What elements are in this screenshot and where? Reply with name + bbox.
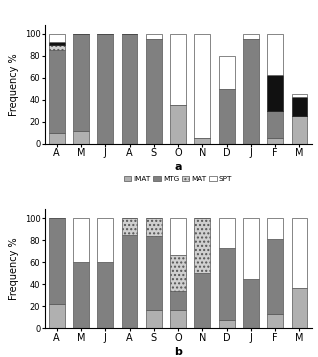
Bar	[170, 34, 186, 105]
Text: a: a	[174, 162, 182, 172]
Bar	[292, 288, 308, 328]
Bar	[146, 34, 162, 39]
Y-axis label: Frequency %: Frequency %	[9, 238, 19, 300]
Bar	[219, 218, 235, 248]
Bar	[97, 34, 113, 144]
Bar	[49, 133, 65, 144]
Bar	[170, 218, 186, 255]
Bar	[267, 314, 283, 328]
Bar	[170, 105, 186, 144]
Bar	[49, 218, 65, 304]
Legend: IMAT, MTG, MAT, SPT: IMAT, MTG, MAT, SPT	[123, 175, 233, 183]
Bar	[49, 45, 65, 50]
Bar	[219, 89, 235, 144]
Bar	[49, 41, 65, 45]
Bar	[73, 262, 89, 328]
Bar	[292, 116, 308, 144]
Bar	[121, 34, 137, 144]
Bar	[170, 291, 186, 310]
Bar	[292, 97, 308, 116]
Bar	[195, 273, 210, 328]
Bar	[97, 262, 113, 328]
Bar	[170, 255, 186, 291]
Bar	[121, 218, 137, 235]
Bar	[243, 279, 259, 328]
Bar	[146, 218, 162, 236]
Bar	[49, 34, 65, 41]
Bar	[195, 139, 210, 144]
Bar	[195, 34, 210, 139]
Bar	[243, 34, 259, 39]
Bar	[267, 34, 283, 75]
Bar	[121, 235, 137, 328]
Bar	[146, 310, 162, 328]
Bar	[73, 131, 89, 144]
Bar	[267, 75, 283, 111]
Bar	[292, 218, 308, 288]
Bar	[49, 304, 65, 328]
Bar	[146, 39, 162, 144]
Bar	[73, 218, 89, 262]
Bar	[73, 34, 89, 131]
Bar	[195, 218, 210, 273]
Bar	[146, 236, 162, 310]
Bar	[243, 39, 259, 144]
Bar	[243, 218, 259, 279]
Bar	[267, 239, 283, 314]
Bar	[219, 320, 235, 328]
Bar	[267, 139, 283, 144]
Bar	[49, 50, 65, 133]
Bar	[219, 56, 235, 89]
Bar	[267, 218, 283, 239]
Bar	[267, 111, 283, 139]
Bar	[292, 94, 308, 97]
Text: b: b	[174, 347, 182, 357]
Bar	[97, 218, 113, 262]
Y-axis label: Frequency %: Frequency %	[9, 53, 19, 116]
Bar	[170, 310, 186, 328]
Bar	[219, 248, 235, 320]
